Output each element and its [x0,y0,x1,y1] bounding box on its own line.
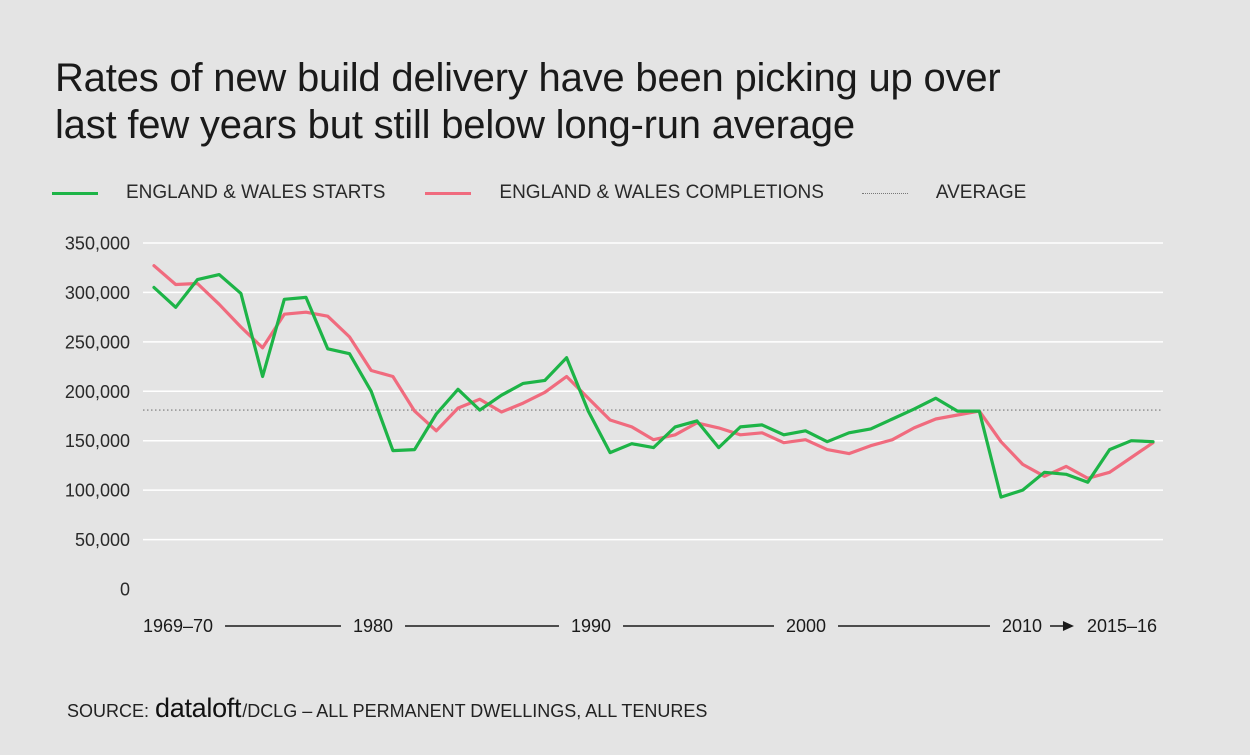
x-tick-label: 2000 [786,616,826,636]
chart-title: Rates of new build delivery have been pi… [55,55,1205,149]
legend-label-completions: ENGLAND & WALES COMPLETIONS [499,182,824,203]
x-tick-label: 2015–16 [1087,616,1157,636]
x-axis-arrow-head [1062,621,1074,631]
legend-label-average: AVERAGE [935,182,1027,203]
y-tick-label: 350,000 [65,234,130,254]
starts-line [152,273,1155,499]
source-rest: /DCLG – ALL PERMANENT DWELLINGS, ALL TEN… [242,701,708,721]
legend-item-starts: ENGLAND & WALES STARTS [52,182,385,204]
y-tick-label: 50,000 [75,530,130,550]
source-note: SOURCE: dataloft /DCLG – ALL PERMANENT D… [67,693,707,724]
y-tick-label: 100,000 [65,481,130,501]
x-tick-label: 1990 [571,616,611,636]
y-tick-label: 200,000 [65,382,130,402]
chart-title-line-1: Rates of new build delivery have been pi… [55,56,1001,100]
x-tick-label: 1969–70 [143,616,213,636]
legend-item-completions: ENGLAND & WALES COMPLETIONS [425,182,824,204]
legend: ENGLAND & WALES STARTS ENGLAND & WALES C… [52,181,1026,205]
completions-line [152,264,1155,480]
legend-swatch-starts [52,191,98,195]
y-tick-label: 250,000 [65,332,130,352]
legend-item-average: AVERAGE [861,182,1027,204]
y-tick-label: 150,000 [65,431,130,451]
x-tick-label: 1980 [353,616,393,636]
source-brand: dataloft [155,693,242,723]
legend-swatch-completions [425,191,472,195]
y-tick-label: 300,000 [65,283,130,303]
x-tick-label: 2010 [1002,616,1042,636]
chart-title-line-2: last few years but still below long-run … [55,103,855,147]
legend-label-starts: ENGLAND & WALES STARTS [126,182,386,203]
legend-swatch-average [861,192,908,194]
source-prefix: SOURCE: [67,701,150,721]
y-tick-label: 0 [120,580,130,600]
